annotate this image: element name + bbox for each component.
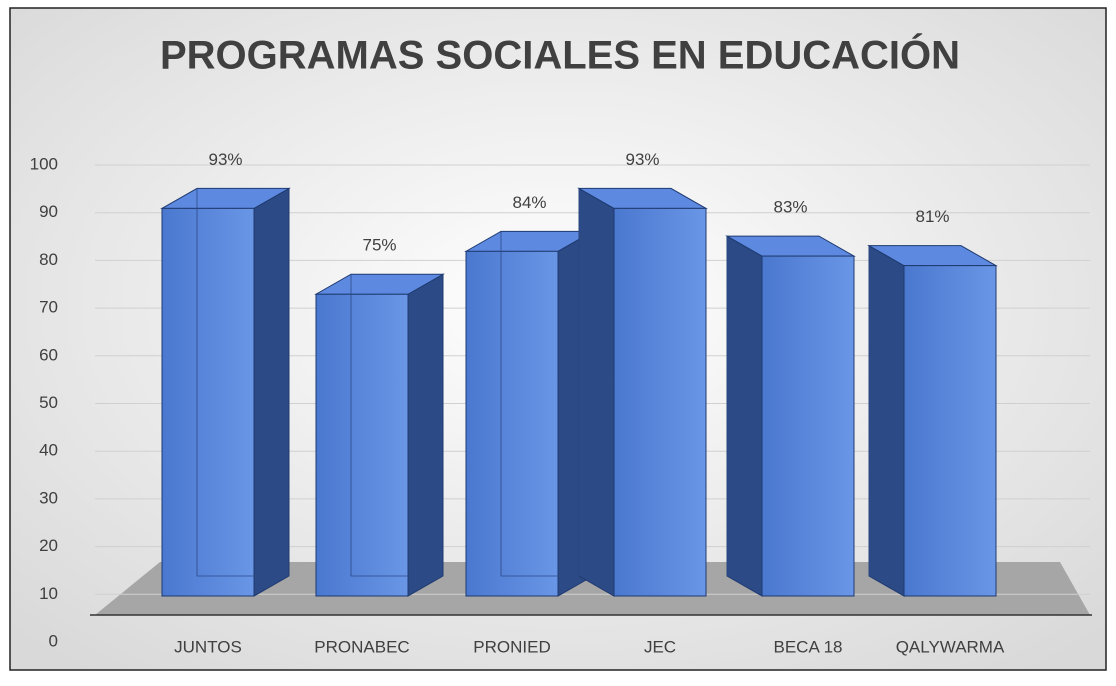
x-tick-label: PRONABEC xyxy=(314,637,409,656)
bar xyxy=(314,273,445,597)
bar xyxy=(725,235,856,597)
bar-side xyxy=(407,273,444,597)
bar-side xyxy=(726,235,763,597)
bar-edge xyxy=(500,231,593,577)
y-tick-label: 40 xyxy=(39,441,58,460)
y-tick-label: 30 xyxy=(39,488,58,507)
bar-front xyxy=(465,250,559,597)
bar-front xyxy=(761,255,855,597)
y-tick-label: 10 xyxy=(39,584,58,603)
data-label: 93% xyxy=(208,150,242,169)
bar-edge xyxy=(350,274,443,577)
data-label: 84% xyxy=(512,193,546,212)
y-tick-label: 0 xyxy=(49,631,58,650)
y-tick-label: 70 xyxy=(39,298,58,317)
bar xyxy=(464,230,595,597)
data-label: 75% xyxy=(362,236,396,255)
bar-front xyxy=(613,207,707,597)
bar xyxy=(160,187,291,597)
y-tick-label: 90 xyxy=(39,202,58,221)
bar-side xyxy=(578,187,615,597)
y-tick-label: 50 xyxy=(39,393,58,412)
bar xyxy=(867,244,998,597)
data-label: 83% xyxy=(773,198,807,217)
bar xyxy=(577,187,708,597)
y-tick-label: 100 xyxy=(30,154,58,173)
data-label: 93% xyxy=(625,150,659,169)
chart-title: PROGRAMAS SOCIALES EN EDUCACIÓN xyxy=(160,32,960,78)
bar-edge xyxy=(196,188,289,577)
bar-side xyxy=(253,187,290,597)
x-tick-label: JEC xyxy=(644,637,676,656)
bar-side xyxy=(868,244,905,597)
y-tick-label: 20 xyxy=(39,536,58,555)
x-tick-label: PRONIED xyxy=(473,637,550,656)
bar-front xyxy=(161,207,255,597)
data-label: 81% xyxy=(915,207,949,226)
y-tick-label: 60 xyxy=(39,345,58,364)
bar-front xyxy=(903,265,997,597)
x-tick-label: QALYWARMA xyxy=(896,637,1005,656)
x-tick-label: BECA 18 xyxy=(774,637,843,656)
x-tick-label: JUNTOS xyxy=(174,637,242,656)
y-tick-label: 80 xyxy=(39,250,58,269)
bar-front xyxy=(315,293,409,597)
